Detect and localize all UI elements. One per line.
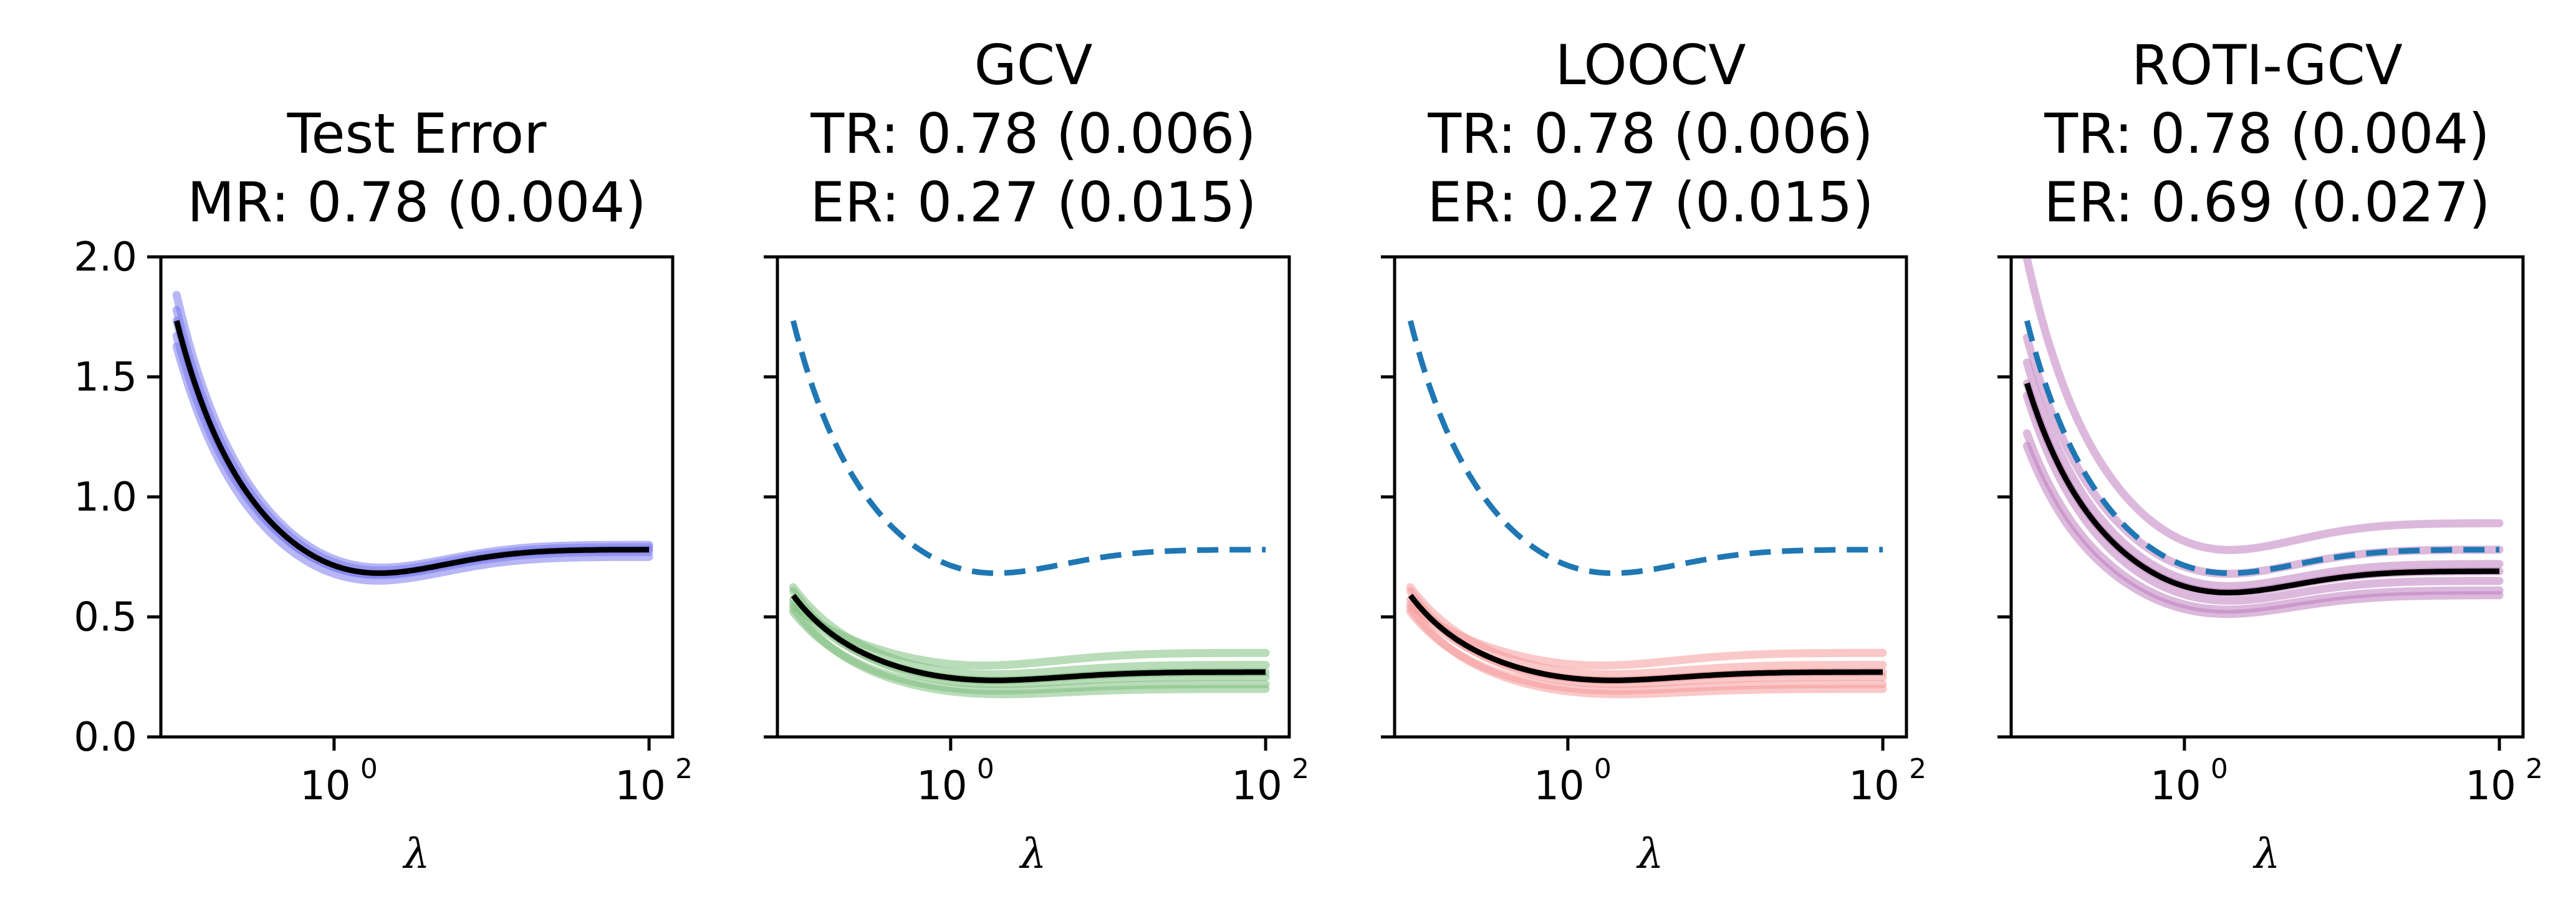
y-tick-label: 1.5 [74, 355, 137, 401]
x-axis-label: λ [2252, 830, 2280, 878]
panel-title-line: ER: 0.69 (0.027) [2044, 170, 2490, 234]
y-tick-label: 0.5 [74, 595, 137, 641]
band-line-6 [1406, 604, 1887, 698]
x-axis-label: λ [1636, 830, 1664, 878]
plot-area [1406, 320, 1887, 698]
gcv-mean-line [791, 594, 1266, 683]
x-tick-exponent: 2 [1292, 753, 1309, 785]
x-tick-label: 10 [916, 763, 967, 809]
test-error-reference-line [1407, 320, 1883, 576]
band-line-2 [1406, 583, 1887, 679]
y-tick-label: 2.0 [74, 234, 137, 281]
x-tick-label: 10 [615, 763, 665, 809]
panel-title-line: TR: 0.78 (0.006) [810, 102, 1256, 166]
x-tick-label: 10 [300, 763, 350, 809]
x-tick-exponent: 0 [2211, 753, 2228, 785]
band-line-2 [2022, 334, 2504, 578]
test-error-reference-line [2024, 320, 2500, 576]
roti-gcv-mean-line [2024, 382, 2500, 596]
y-tick-label: 1.0 [74, 474, 137, 521]
x-tick-label: 10 [1534, 763, 1584, 809]
panel-title-line: LOOCV [1555, 33, 1746, 97]
test-error-reference-line [790, 320, 1266, 576]
band-line-5 [172, 342, 653, 585]
x-tick-exponent: 0 [977, 753, 994, 785]
band-line-1 [2022, 257, 2504, 554]
panel-title-line: TR: 0.78 (0.004) [2044, 102, 2489, 166]
x-tick-label: 10 [2465, 763, 2516, 809]
plot-area [172, 291, 653, 585]
x-tick-label: 10 [1848, 763, 1899, 809]
x-tick-exponent: 2 [1909, 753, 1926, 785]
panel-title-line: GCV [974, 33, 1093, 97]
plot-area [789, 320, 1270, 698]
band-line-2 [789, 583, 1270, 679]
panel-title-line: Test Error [287, 102, 547, 166]
band-line-1 [172, 291, 653, 572]
y-tick-label: 0.0 [74, 714, 137, 761]
panel-title-line: TR: 0.78 (0.006) [1427, 102, 1873, 166]
band-line-3 [172, 332, 653, 579]
x-axis-label: λ [1019, 830, 1047, 878]
band-line-2 [172, 317, 653, 579]
x-tick-label: 10 [1231, 763, 1282, 809]
band-line-6 [789, 604, 1270, 698]
panel-title-line: ER: 0.27 (0.015) [1427, 170, 1873, 234]
plot-area [2022, 257, 2504, 618]
test-error-mean-line [173, 320, 650, 576]
x-tick-exponent: 2 [675, 753, 693, 785]
x-tick-label: 10 [2150, 763, 2201, 809]
band-line-6 [2022, 429, 2504, 614]
panel-title-line: ROTI-GCV [2131, 33, 2403, 97]
band-line-7 [2022, 441, 2504, 618]
x-tick-exponent: 0 [1594, 753, 1612, 785]
panel-title-line: MR: 0.78 (0.004) [187, 170, 646, 234]
band-line-5 [2022, 392, 2504, 605]
x-tick-exponent: 2 [2526, 753, 2543, 785]
x-tick-exponent: 0 [360, 753, 378, 785]
loocv-mean-line [1408, 594, 1883, 683]
band-line-3 [2022, 358, 2504, 590]
x-axis-label: λ [402, 830, 430, 878]
panel-title-line: ER: 0.27 (0.015) [810, 170, 1256, 234]
band-line-4 [172, 305, 653, 575]
